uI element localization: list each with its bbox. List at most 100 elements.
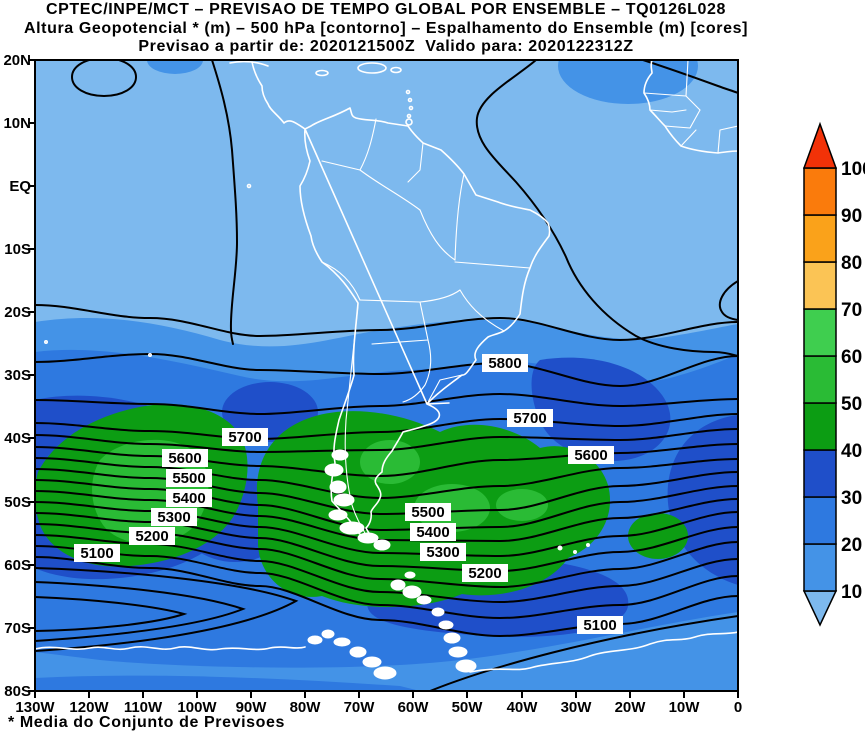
colorbar-tick-label: 80: [841, 253, 862, 274]
shade-40-east-blob: [628, 513, 688, 559]
contour-5600: [35, 443, 738, 478]
contour-label-text: 5600: [168, 450, 201, 467]
shade-10-patch-northeast: [558, 60, 698, 104]
y-tick-label: 80S: [4, 683, 31, 700]
colorbar-tick-label: 50: [841, 394, 862, 415]
colorbar-box-10-20: [803, 543, 837, 592]
colorbar-box-30-40: [803, 449, 837, 498]
x-tick-label: 50W: [452, 699, 484, 716]
x-tick-label: 100W: [177, 699, 217, 716]
colorbar-arrow-top: [802, 121, 838, 169]
island: [349, 646, 367, 658]
border-line: [321, 261, 361, 301]
x-tick-label: 40W: [507, 699, 539, 716]
colorbar-tick-label: 90: [841, 206, 862, 227]
border-line: [680, 129, 697, 147]
contour-label-text: 5300: [426, 544, 459, 561]
island: [373, 666, 397, 680]
x-tick-label: 110W: [124, 699, 163, 716]
geo-coastlines: [35, 60, 738, 680]
antilles-island: [407, 97, 413, 103]
shade-30-east: [531, 357, 671, 462]
antarctica-coast-west: [35, 646, 306, 651]
contour-5050: [429, 615, 738, 691]
contour-5300: [35, 512, 738, 573]
contour-label-text: 5500: [172, 470, 205, 487]
trinidad-island: [405, 118, 413, 126]
y-axis-labels: 20N 10N EQ 10S 20S 30S 40S 50S 60S 70S 8…: [3, 52, 31, 700]
x-tick-label: 30W: [561, 699, 593, 716]
contour-north-west-line: [211, 60, 239, 345]
contour-closed-low-outer: [35, 567, 299, 652]
contour-label-layer: 5800 5700 5700 5600 5600 5500 5500 5400 …: [74, 354, 623, 634]
antilles-island: [405, 89, 411, 95]
x-tick-label: 10W: [669, 699, 701, 716]
fjord-island: [329, 480, 347, 494]
antarctica-coast-east: [469, 631, 738, 673]
island: [362, 656, 382, 668]
y-tick-label: EQ: [9, 178, 31, 195]
border-line: [359, 299, 429, 345]
colorbar-tick-label: 70: [841, 300, 862, 321]
border-line: [426, 374, 463, 405]
contour-label-text: 5500: [411, 504, 444, 521]
x-axis-labels: 130W 120W 110W 100W 90W 80W 70W 60W 50W …: [15, 699, 742, 716]
colorbar-box-20-30: [803, 496, 837, 545]
contour-closed-low-mid: [35, 581, 246, 642]
island: [321, 629, 335, 639]
x-tick-label: 20W: [615, 699, 647, 716]
y-tick-label: 20N: [3, 52, 31, 69]
colorbar-tick-label: 20: [841, 535, 862, 556]
contour-label-text: 5600: [574, 447, 607, 464]
colorbar-tick-label: 40: [841, 441, 862, 462]
colorbar: [802, 121, 838, 627]
island: [307, 635, 323, 645]
border-line: [402, 339, 432, 403]
border-line: [664, 109, 701, 129]
x-tick-label: 60W: [398, 699, 430, 716]
contour-label-text: 5300: [157, 509, 190, 526]
fjord-island: [324, 463, 344, 477]
colorbar-arrow-bottom: [802, 590, 838, 627]
y-tick-label: 10N: [3, 115, 31, 132]
contour-label-text: 5200: [135, 528, 168, 545]
puerto-rico-island: [390, 66, 402, 74]
island: [390, 579, 406, 591]
south-georgia-islet: [557, 545, 563, 551]
contour-label-text: 5700: [513, 410, 546, 427]
contour-5500: [35, 468, 738, 516]
contour-top-right-line: [642, 60, 738, 94]
contour-north-east-line: [475, 60, 738, 357]
border-line: [359, 169, 421, 211]
border-line: [717, 125, 738, 154]
border-line: [454, 173, 465, 261]
contour-label-text: 5400: [172, 490, 205, 507]
contour-5750: [35, 392, 738, 416]
contour-5150: [35, 545, 738, 620]
contour-5450: [35, 479, 738, 532]
contour-label: 5600: [568, 446, 614, 464]
fjord-island: [331, 449, 349, 461]
island: [443, 632, 461, 644]
pacific-islet: [148, 352, 153, 357]
colorbar-box-90-100: [803, 167, 837, 216]
island: [416, 595, 432, 605]
islet: [586, 543, 590, 547]
contour-label: 5500: [166, 469, 212, 487]
fjord-island: [328, 509, 348, 521]
contour-label: 5400: [166, 489, 212, 507]
contour-label: 5600: [162, 449, 208, 467]
border-line: [643, 92, 687, 97]
contour-label: 5800: [482, 354, 528, 372]
jamaica-island: [315, 69, 329, 77]
title-line-3: Previsao a partir de: 2020121500Z Valido…: [138, 38, 634, 55]
contour-closed-low-inner: [35, 596, 188, 632]
contour-5350: [35, 501, 738, 558]
x-tick-label: 80W: [290, 699, 322, 716]
contour-label-text: 5100: [80, 545, 113, 562]
contour-5650: [35, 428, 738, 454]
y-tick-label: 10S: [4, 241, 31, 258]
africa-west-coast: [643, 60, 738, 154]
island: [404, 571, 416, 579]
